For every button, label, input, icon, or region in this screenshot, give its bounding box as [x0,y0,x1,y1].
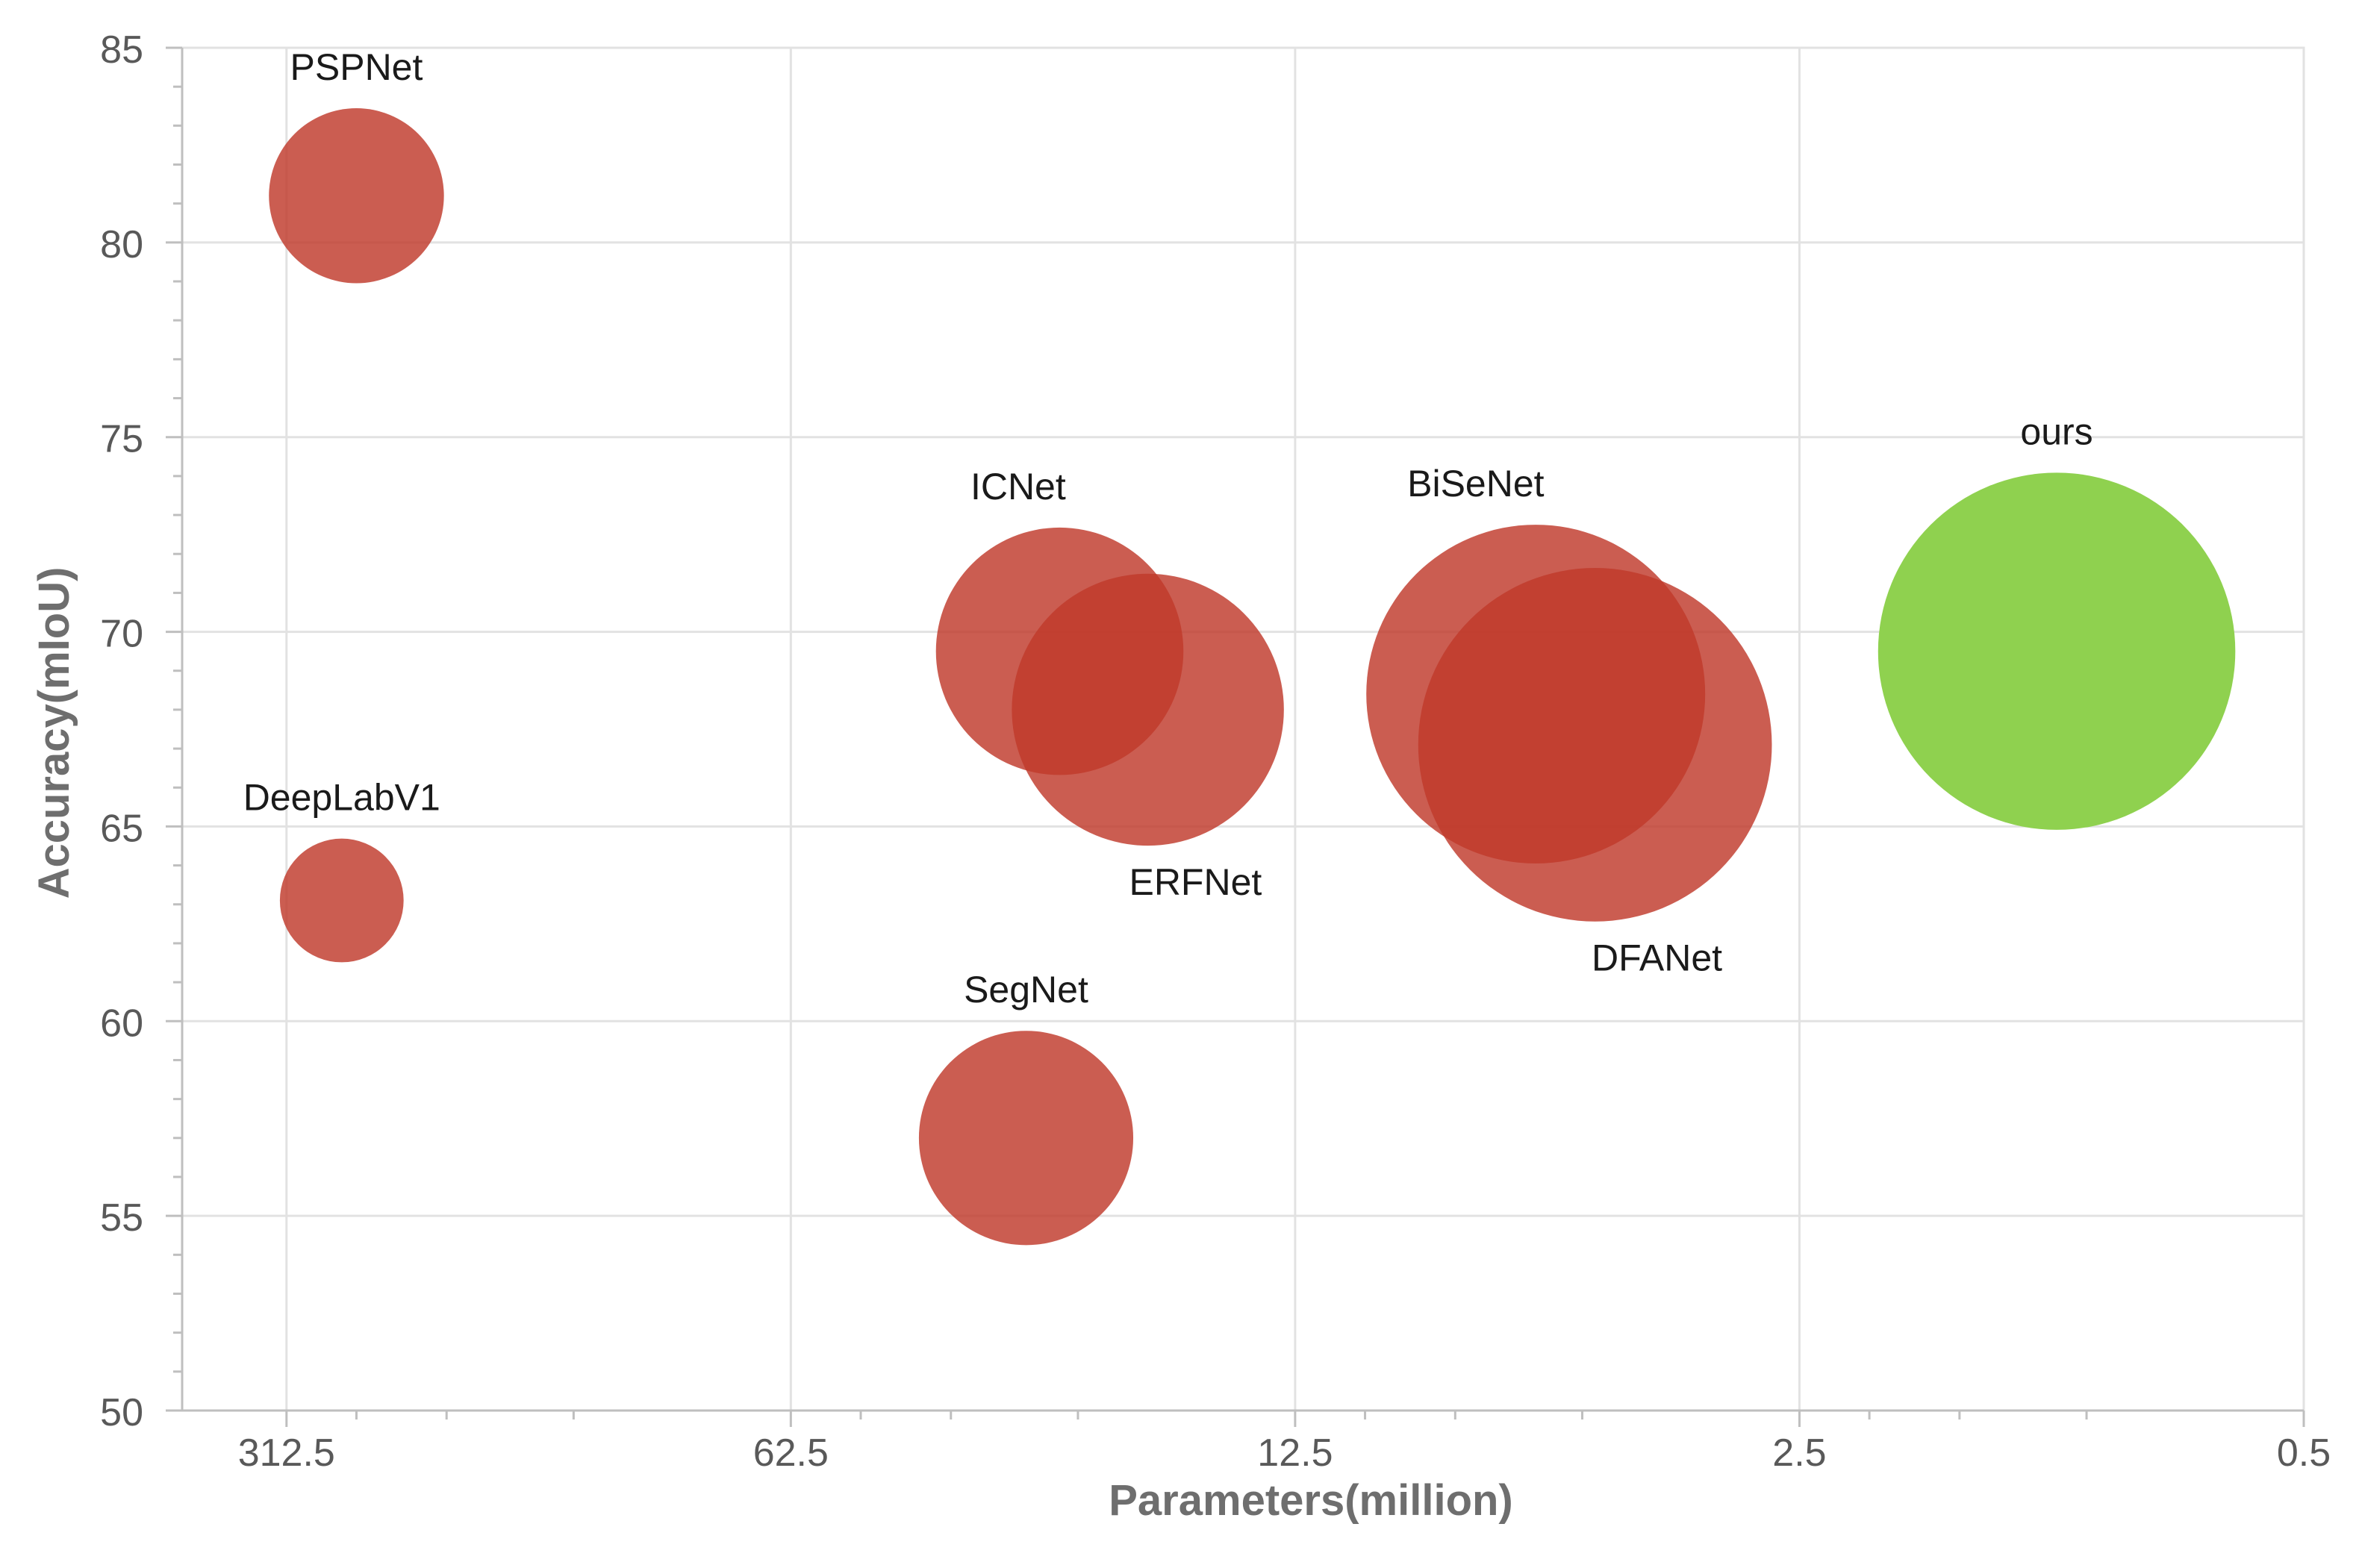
bubbles [269,108,2236,1246]
bubble-labels: PSPNet DeepLabV1 ICNet ERFNet SegNet BiSeNet D… [243,46,2093,1011]
x-tick-label: 2.5 [1772,1431,1826,1475]
axes: 50 55 60 65 70 75 80 85 312.5 62.5 12.5 2.5 0.5 [100,28,2331,1475]
x-tick-label: 12.5 [1257,1431,1333,1475]
y-tick-label: 50 [100,1391,143,1434]
bubble-label-dfanet: DFANet [1592,937,1722,979]
bubble-ours [1877,472,2236,830]
bubble-dfanet [1418,568,1772,922]
bubble-label-ours: ours [2020,410,2092,452]
y-tick-label: 55 [100,1196,143,1240]
x-tick-label: 312.5 [238,1431,335,1475]
y-tick-label: 75 [100,418,143,461]
bubble-label-segnet: SegNet [964,969,1088,1011]
x-axis-title: Parameters(million) [1109,1476,1513,1525]
bubble-label-icnet: ICNet [970,466,1066,507]
bubble-label-erfnet: ERFNet [1129,861,1262,903]
x-tick-label: 0.5 [2277,1431,2331,1475]
bubble-segnet [918,1031,1134,1246]
y-tick-label: 80 [100,223,143,266]
y-tick-label: 65 [100,807,143,850]
y-axis-title: Accuracy(mIoU) [30,567,78,899]
y-tick-label: 85 [100,28,143,72]
bubble-pspnet [269,108,444,284]
bubble-deeplabv1 [279,838,404,963]
bubble-label-bisenet: BiSeNet [1407,463,1545,505]
y-tick-label: 60 [100,1002,143,1045]
x-tick-label: 62.5 [753,1431,829,1475]
bubble-erfnet [1012,573,1284,846]
bubble-label-pspnet: PSPNet [290,46,423,88]
y-tick-label: 70 [100,613,143,656]
bubble-label-deeplabv1: DeepLabV1 [243,777,440,819]
